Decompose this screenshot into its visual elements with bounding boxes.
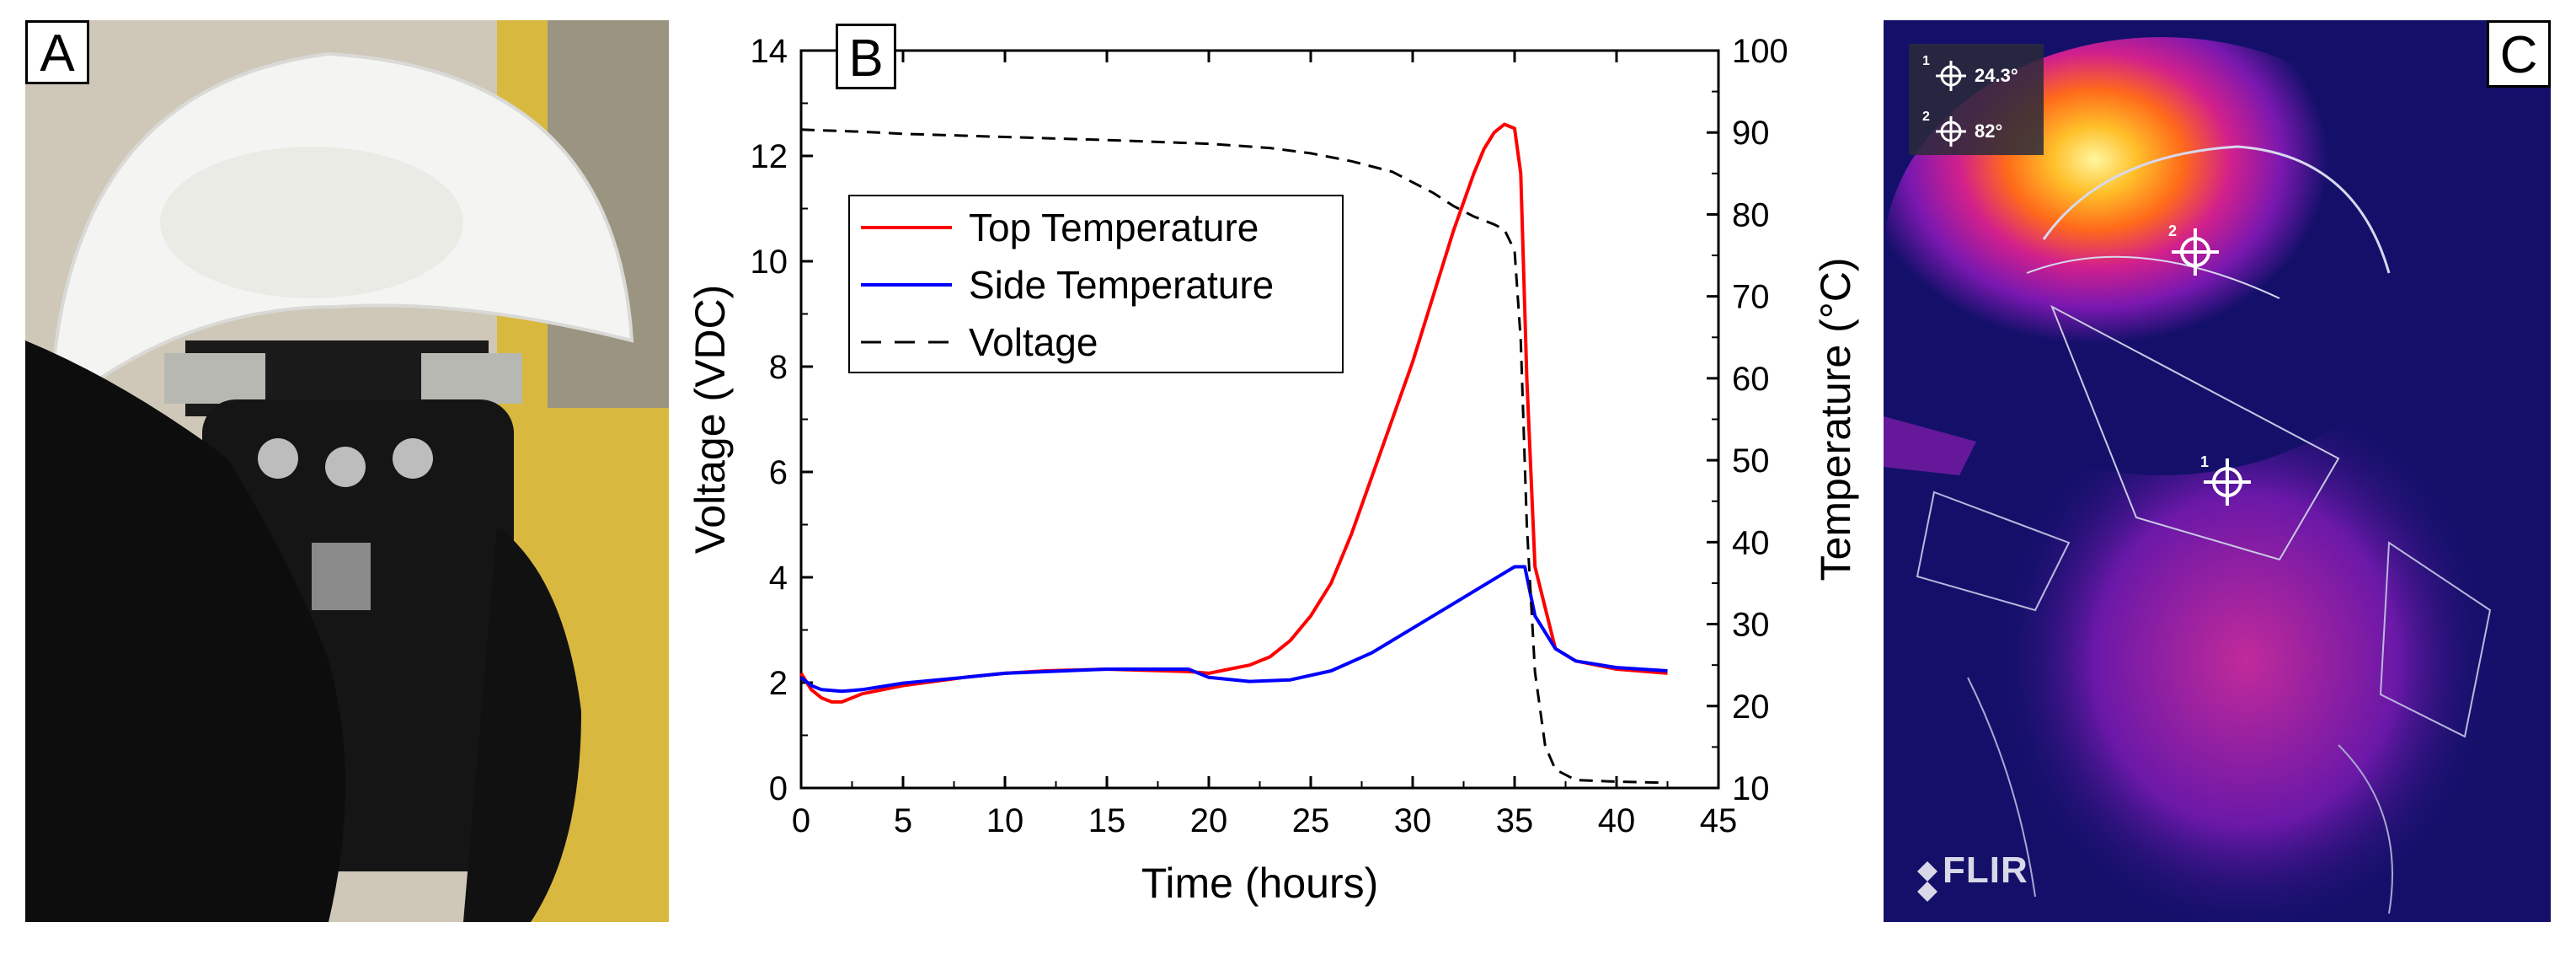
readout-index-1: 1 bbox=[1922, 54, 1930, 68]
x-tick-label: 10 bbox=[986, 802, 1024, 839]
y-right-tick-label: 10 bbox=[1732, 770, 1770, 807]
flir-logo: FLIR bbox=[1943, 849, 2028, 891]
spot-marker-1-icon bbox=[2204, 458, 2251, 506]
readout-index-2: 2 bbox=[1922, 110, 1930, 124]
series-line-top-temperature bbox=[799, 122, 1668, 704]
y-right-tick-label: 90 bbox=[1732, 115, 1770, 152]
spot-marker-2-icon bbox=[2172, 228, 2219, 276]
x-axis-title: Time (hours) bbox=[1141, 860, 1379, 907]
legend-label: Top Temperature bbox=[969, 206, 1259, 249]
plot-frame bbox=[799, 49, 1720, 790]
battery-photo bbox=[25, 20, 669, 922]
y-right-tick-label: 20 bbox=[1732, 689, 1770, 726]
series-line-voltage bbox=[800, 128, 1668, 785]
crosshair-icon bbox=[1936, 61, 1966, 91]
x-tick-label: 25 bbox=[1292, 802, 1330, 839]
panel-b-label: B bbox=[836, 24, 896, 89]
y-right-tick-label: 30 bbox=[1732, 607, 1770, 644]
crosshair-icon bbox=[1936, 116, 1966, 147]
legend: Top Temperature Side Temperature Voltage bbox=[848, 195, 1344, 373]
y-right-tick-label: 70 bbox=[1732, 279, 1770, 316]
x-tick-label: 45 bbox=[1700, 802, 1738, 839]
panel-a-label: A bbox=[25, 20, 89, 84]
panel-c-label: C bbox=[2487, 20, 2551, 88]
spot-label-2: 2 bbox=[2168, 222, 2178, 239]
y-left-tick-label: 4 bbox=[769, 560, 788, 597]
x-tick-label: 20 bbox=[1190, 802, 1228, 839]
battery-photo-panel: A bbox=[25, 20, 669, 922]
y-left-tick-label: 14 bbox=[751, 33, 788, 70]
y-left-tick-label: 6 bbox=[769, 454, 788, 491]
series-line-side-temperature bbox=[799, 565, 1668, 694]
y-right-tick-label: 80 bbox=[1732, 196, 1770, 233]
readout-spot-1: 24.3° bbox=[1975, 65, 2018, 86]
x-tick-label: 15 bbox=[1088, 802, 1126, 839]
y-left-tick-label: 0 bbox=[769, 770, 788, 807]
flir-logo-icon bbox=[1917, 861, 1937, 902]
x-tick-label: 35 bbox=[1496, 802, 1534, 839]
y-right-axis-title: Temperature (°C) bbox=[1812, 258, 1859, 582]
y-left-tick-label: 2 bbox=[769, 665, 788, 702]
y-left-tick-label: 10 bbox=[751, 244, 788, 281]
y-left-axis-title: Voltage (VDC) bbox=[687, 285, 734, 555]
y-right-tick-label: 60 bbox=[1732, 361, 1770, 398]
spot-label-1: 1 bbox=[2200, 453, 2210, 470]
y-right-tick-label: 100 bbox=[1732, 33, 1788, 70]
y-left-tick-label: 12 bbox=[751, 138, 788, 175]
x-tick-label: 30 bbox=[1394, 802, 1432, 839]
thermal-image bbox=[1884, 20, 2551, 922]
legend-label: Voltage bbox=[969, 320, 1098, 364]
x-tick-label: 0 bbox=[792, 802, 810, 839]
y-left-tick-label: 8 bbox=[769, 349, 788, 386]
thermal-image-panel: 1 24.3° 2 82° 2 1 FLIR C bbox=[1884, 20, 2551, 922]
x-tick-label: 5 bbox=[894, 802, 912, 839]
readout-spot-2: 82° bbox=[1975, 121, 2003, 142]
x-tick-label: 40 bbox=[1598, 802, 1636, 839]
y-right-tick-label: 50 bbox=[1732, 442, 1770, 480]
y-right-tick-label: 40 bbox=[1732, 524, 1770, 561]
legend-label: Side Temperature bbox=[969, 263, 1274, 307]
readout-panel bbox=[1909, 44, 2044, 155]
